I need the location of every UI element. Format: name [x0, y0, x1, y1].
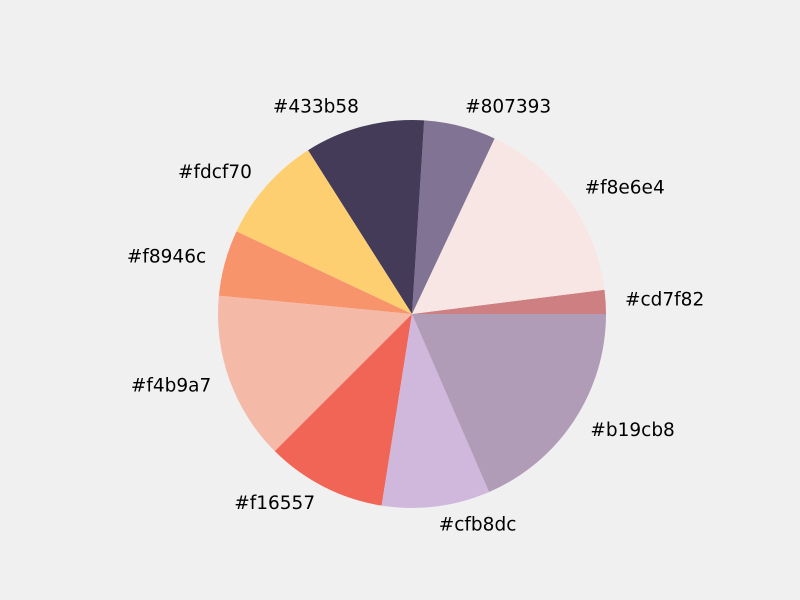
- pie-slice-5: [218, 231, 412, 314]
- pie-slices: [217, 119, 606, 508]
- pie-labels: #cd7f82 #f8e6e4 #807393 #433b58 #fdcf70 #f894…: [127, 96, 704, 535]
- pie-slice-label-2: #807393: [465, 96, 551, 117]
- pie-slice-4: [236, 150, 412, 314]
- pie-slice-label-8: #cfb8dc: [439, 515, 517, 536]
- pie-slice-7: [274, 314, 412, 506]
- pie-slice-label-6: #f4b9a7: [131, 375, 211, 396]
- pie-slice-label-9: #b19cb8: [590, 420, 674, 441]
- pie-slice-1: [412, 138, 605, 314]
- pie-slice-0: [412, 289, 606, 314]
- pie-slice-label-3: #433b58: [273, 96, 359, 117]
- pie-slice-8: [381, 314, 490, 508]
- pie-slice-9: [412, 314, 606, 493]
- pie-slice-label-7: #f16557: [234, 493, 315, 514]
- pie-slice-label-4: #fdcf70: [178, 162, 252, 183]
- pie-slice-2: [412, 120, 495, 314]
- pie-slice-label-1: #f8e6e4: [585, 178, 665, 199]
- pie-slice-label-5: #f8946c: [127, 247, 206, 268]
- pie-slice-3: [308, 119, 425, 315]
- pie-slice-6: [217, 295, 412, 452]
- pie-slice-label-0: #cd7f82: [625, 290, 704, 311]
